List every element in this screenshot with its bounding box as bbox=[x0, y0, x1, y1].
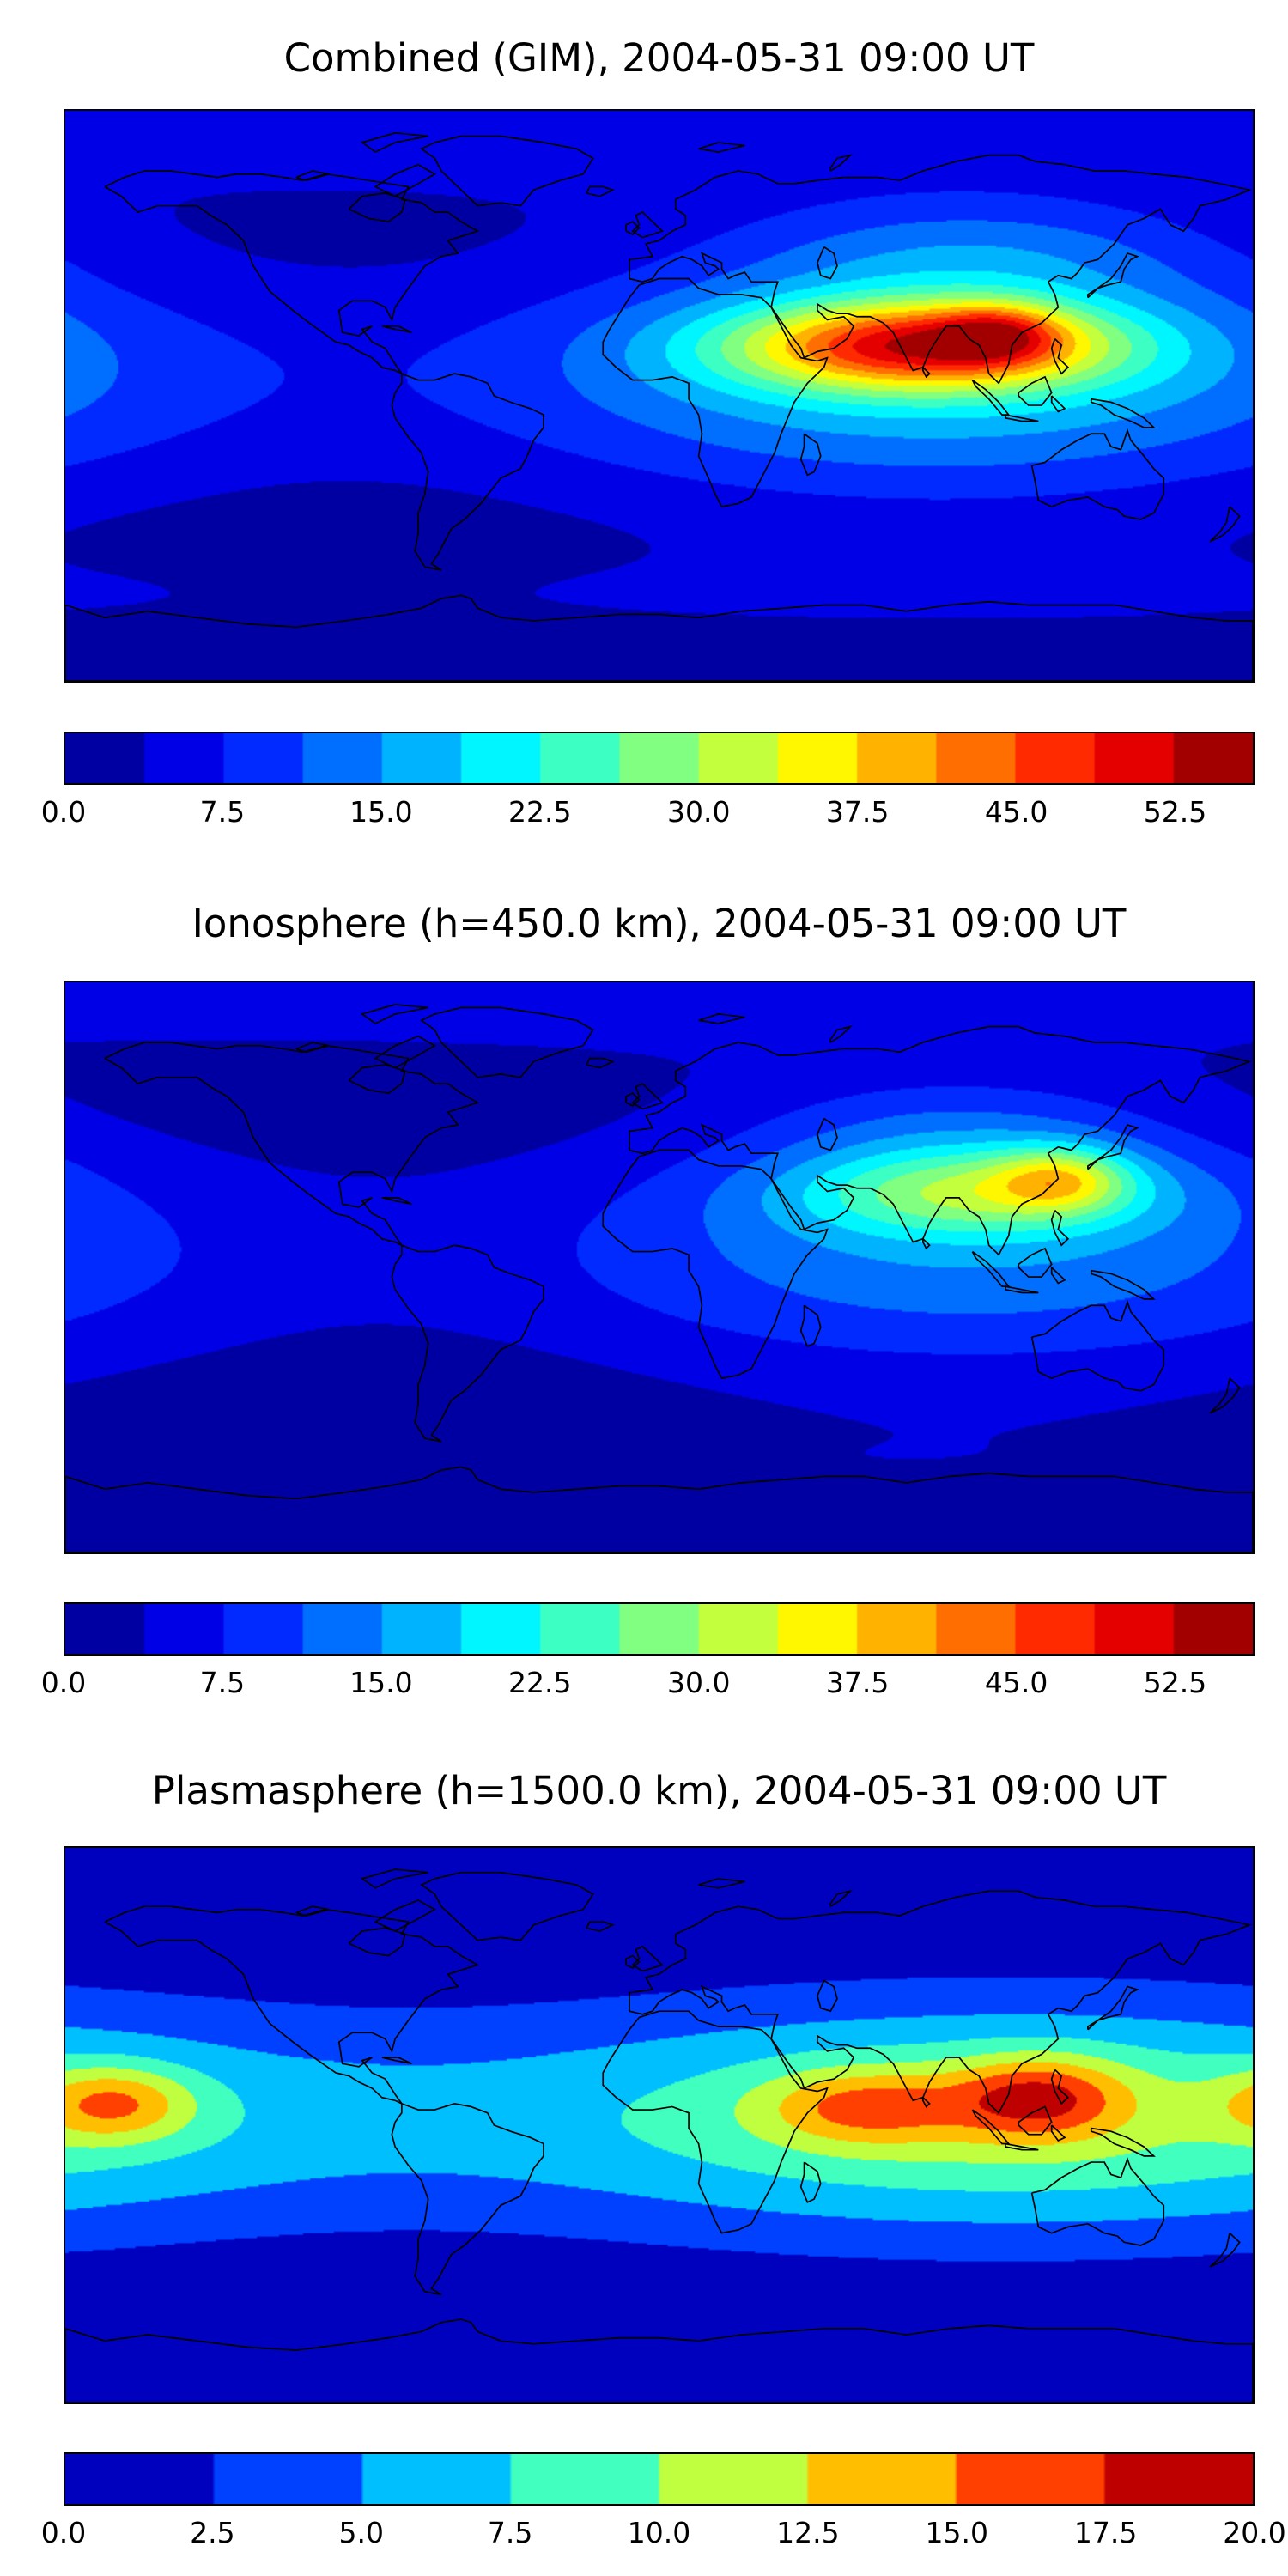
colorbar-tick-labels-plasmasphere: 0.0 2.5 5.0 7.5 10.0 12.5 15.0 17.5 20.0 bbox=[41, 2516, 1286, 2554]
panel-title-plasmasphere: Plasmasphere (h=1500.0 km), 2004-05-31 0… bbox=[151, 1768, 1167, 1814]
colorbar-tick-label: 17.5 bbox=[1073, 2516, 1138, 2549]
colorbar-combined bbox=[64, 732, 1255, 785]
colorbar-tick-label: 15.0 bbox=[925, 2516, 988, 2549]
tec-field-canvas bbox=[65, 1848, 1253, 2403]
colorbar-tick-label: 52.5 bbox=[1143, 795, 1207, 829]
colorbar-tick-label: 37.5 bbox=[825, 1666, 890, 1699]
colorbar-tick-label: 12.5 bbox=[776, 2516, 840, 2549]
colorbar-tick-label: 7.5 bbox=[199, 1666, 246, 1699]
colorbar-tick-label: 0.0 bbox=[40, 1666, 87, 1699]
colorbar-tick-label: 15.0 bbox=[349, 795, 413, 829]
colorbar-ionosphere bbox=[64, 1602, 1255, 1656]
colorbar-tick-label: 0.0 bbox=[40, 795, 87, 829]
colorbar-tick-label: 5.0 bbox=[338, 2516, 384, 2549]
tec-field-canvas bbox=[65, 111, 1253, 681]
colorbar-tick-labels-combined: 0.0 7.5 15.0 22.5 30.0 37.5 45.0 52.5 bbox=[41, 795, 1255, 833]
map-area bbox=[65, 111, 1253, 681]
tec-field-canvas bbox=[65, 982, 1253, 1552]
map-area bbox=[65, 1848, 1253, 2403]
map-area bbox=[65, 982, 1253, 1552]
world-map-plasmasphere bbox=[64, 1846, 1255, 2404]
colorbar-tick-label: 7.5 bbox=[199, 795, 246, 829]
colorbar-tick-label: 45.0 bbox=[984, 1666, 1048, 1699]
colorbar-tick-label: 30.0 bbox=[666, 795, 731, 829]
colorbar-tick-label: 7.5 bbox=[487, 2516, 533, 2549]
colorbar-gradient bbox=[65, 1604, 1253, 1654]
panel-title-combined: Combined (GIM), 2004-05-31 09:00 UT bbox=[283, 35, 1035, 81]
world-map-ionosphere bbox=[64, 981, 1255, 1554]
colorbar-plasmasphere bbox=[64, 2452, 1255, 2506]
colorbar-gradient bbox=[65, 733, 1253, 783]
world-map-combined bbox=[64, 109, 1255, 683]
colorbar-tick-label: 0.0 bbox=[40, 2516, 87, 2549]
colorbar-tick-labels-ionosphere: 0.0 7.5 15.0 22.5 30.0 37.5 45.0 52.5 bbox=[41, 1666, 1255, 1704]
colorbar-tick-label: 15.0 bbox=[349, 1666, 413, 1699]
colorbar-tick-label: 22.5 bbox=[508, 1666, 572, 1699]
colorbar-tick-label: 52.5 bbox=[1143, 1666, 1207, 1699]
colorbar-tick-label: 20.0 bbox=[1223, 2516, 1286, 2549]
colorbar-tick-label: 30.0 bbox=[666, 1666, 731, 1699]
colorbar-tick-label: 10.0 bbox=[627, 2516, 691, 2549]
colorbar-gradient bbox=[65, 2454, 1253, 2504]
colorbar-tick-label: 2.5 bbox=[190, 2516, 235, 2549]
colorbar-tick-label: 37.5 bbox=[825, 795, 890, 829]
colorbar-tick-label: 45.0 bbox=[984, 795, 1048, 829]
colorbar-tick-label: 22.5 bbox=[508, 795, 572, 829]
panel-title-ionosphere: Ionosphere (h=450.0 km), 2004-05-31 09:0… bbox=[191, 901, 1127, 946]
